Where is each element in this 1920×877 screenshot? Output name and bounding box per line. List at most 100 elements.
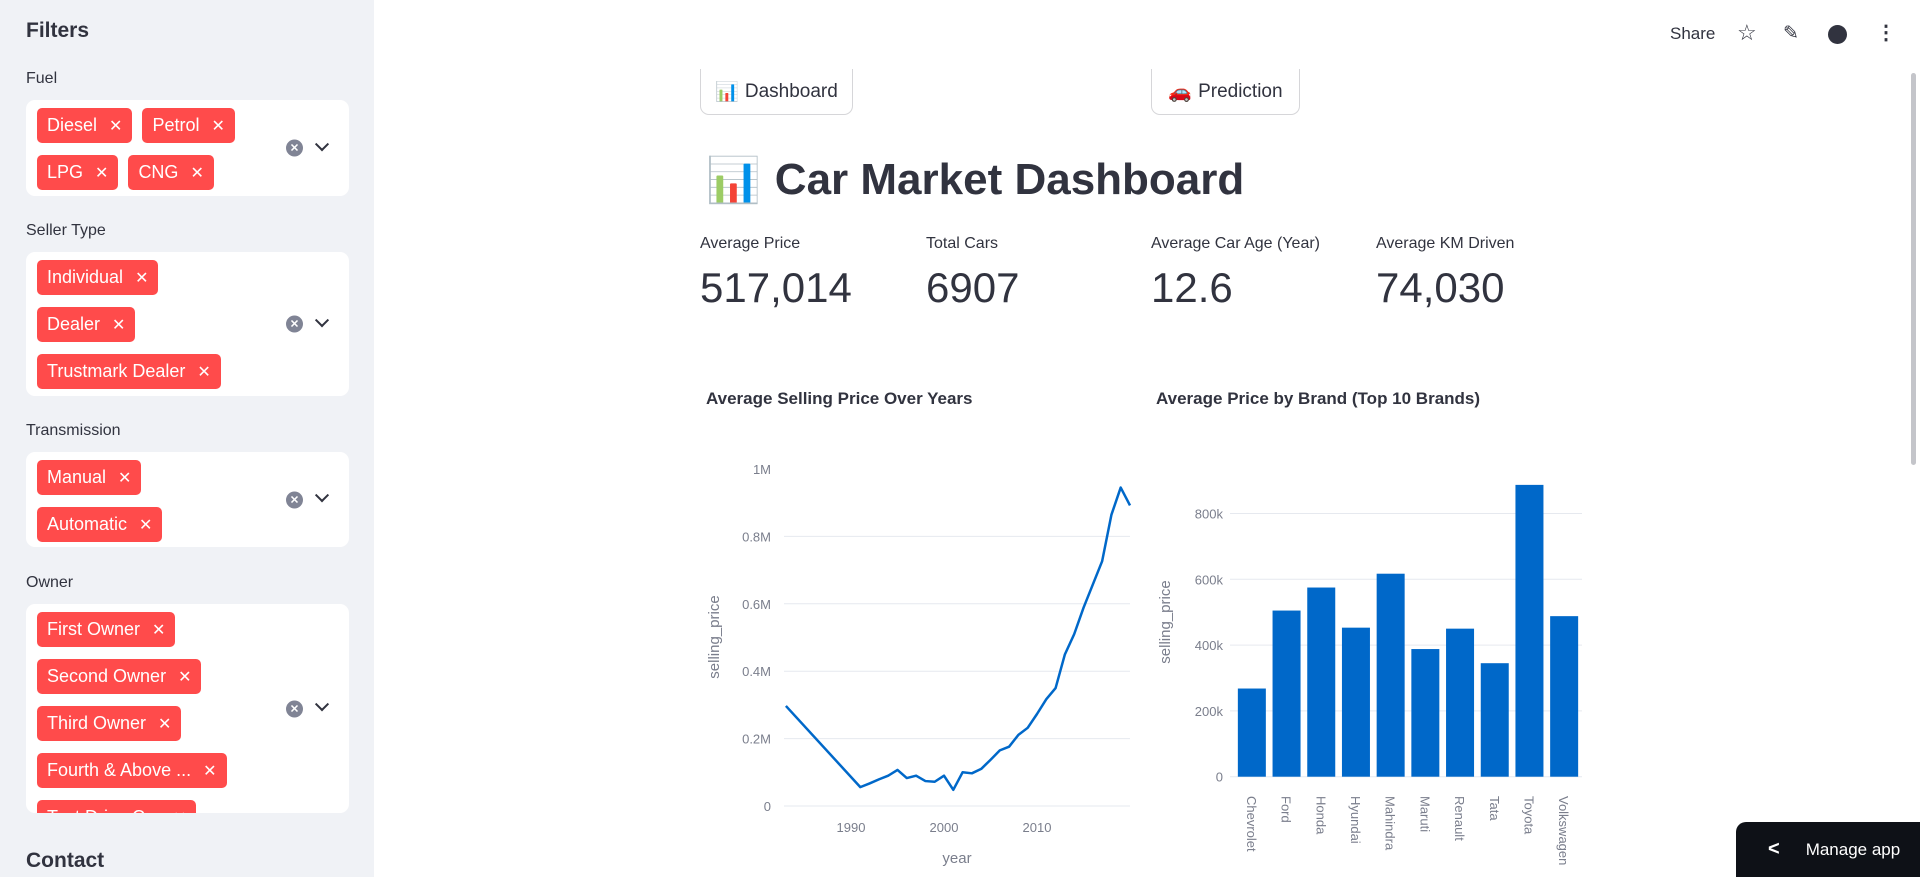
remove-chip-icon[interactable]: ✕ bbox=[211, 117, 225, 135]
bar-mahindra bbox=[1376, 573, 1405, 777]
bar-ford bbox=[1272, 610, 1301, 777]
seller-type-multiselect[interactable]: Individual ✕ Dealer ✕ Trustmark Dealer ✕ ✕ bbox=[26, 252, 349, 396]
filter-chip[interactable]: Trustmark Dealer ✕ bbox=[37, 354, 221, 389]
filter-chip[interactable]: Manual ✕ bbox=[37, 460, 142, 495]
chip-label: Trustmark Dealer bbox=[47, 361, 186, 381]
filter-chip[interactable]: Individual ✕ bbox=[37, 260, 159, 295]
clear-icon[interactable]: ✕ bbox=[286, 700, 303, 717]
dashboard-nav-button[interactable]: 📊 Dashboard bbox=[700, 69, 853, 115]
share-button[interactable]: Share bbox=[1670, 24, 1716, 43]
chip-label: Individual bbox=[47, 267, 124, 287]
prediction-nav-button[interactable]: 🚗 Prediction bbox=[1151, 69, 1300, 115]
car-icon: 🚗 bbox=[1168, 81, 1193, 103]
x-tick-label: Tata bbox=[1487, 796, 1502, 821]
bar-chart-title: Average Price by Brand (Top 10 Brands) bbox=[1156, 389, 1481, 408]
y-tick-label: 0.2M bbox=[742, 732, 771, 747]
remove-chip-icon[interactable]: ✕ bbox=[112, 316, 126, 334]
remove-chip-icon[interactable]: ✕ bbox=[118, 469, 132, 487]
x-tick-label: Maruti bbox=[1417, 796, 1432, 832]
bar-maruti bbox=[1411, 649, 1440, 777]
remove-chip-icon[interactable]: ✕ bbox=[135, 269, 149, 287]
dashboard-label: Dashboard bbox=[744, 80, 838, 102]
remove-chip-icon[interactable]: ✕ bbox=[197, 363, 211, 381]
github-icon[interactable] bbox=[1828, 25, 1847, 44]
chevron-down-icon[interactable] bbox=[314, 488, 330, 503]
x-tick-label: Chevrolet bbox=[1244, 796, 1259, 852]
remove-chip-icon[interactable]: ✕ bbox=[173, 808, 186, 814]
y-tick-label: 600k bbox=[1195, 572, 1224, 587]
x-tick-label: 2010 bbox=[1023, 820, 1052, 835]
sidebar-title: Filters bbox=[26, 19, 90, 42]
y-tick-label: 1M bbox=[753, 462, 771, 477]
metric-label: Average Car Age (Year) bbox=[1151, 235, 1320, 252]
y-tick-label: 0.4M bbox=[742, 664, 771, 679]
chip-label: Diesel bbox=[47, 115, 98, 135]
filter-chip[interactable]: Dealer ✕ bbox=[37, 307, 136, 342]
filter-chip[interactable]: CNG ✕ bbox=[128, 155, 214, 190]
filter-chip[interactable]: Test Drive Car ✕ bbox=[37, 800, 197, 814]
y-tick-label: 0 bbox=[764, 799, 771, 814]
remove-chip-icon[interactable]: ✕ bbox=[158, 715, 172, 733]
remove-chip-icon[interactable]: ✕ bbox=[190, 164, 204, 182]
metric-value: 12.6 bbox=[1151, 264, 1233, 311]
y-axis-title: selling_price bbox=[706, 595, 723, 678]
x-tick-label: 2000 bbox=[930, 820, 959, 835]
chip-label: Automatic bbox=[47, 514, 128, 534]
y-tick-label: 0.6M bbox=[742, 597, 771, 612]
filter-chip[interactable]: Second Owner ✕ bbox=[37, 659, 202, 694]
page-title-text: Car Market Dashboard bbox=[774, 155, 1245, 204]
remove-chip-icon[interactable]: ✕ bbox=[203, 762, 217, 780]
chevron-down-icon[interactable] bbox=[314, 697, 330, 712]
remove-chip-icon[interactable]: ✕ bbox=[178, 668, 192, 686]
bar-volkswagen bbox=[1550, 616, 1579, 777]
fuel-label: Fuel bbox=[26, 70, 58, 87]
filter-chip[interactable]: Automatic ✕ bbox=[37, 507, 163, 542]
filter-chip[interactable]: Fourth & Above ... ✕ bbox=[37, 753, 227, 788]
chevron-left-icon: < bbox=[1768, 838, 1780, 860]
x-tick-label: Mahindra bbox=[1383, 796, 1398, 851]
remove-chip-icon[interactable]: ✕ bbox=[152, 621, 166, 639]
transmission-multiselect[interactable]: Manual ✕ Automatic ✕ ✕ bbox=[26, 452, 349, 547]
chip-label: Test Drive Car bbox=[47, 807, 161, 813]
chip-label: CNG bbox=[138, 162, 179, 182]
bar-hyundai bbox=[1341, 627, 1370, 777]
remove-chip-icon[interactable]: ✕ bbox=[139, 516, 153, 534]
bar-chart-icon: 📊 bbox=[715, 81, 739, 103]
fuel-multiselect[interactable]: Diesel ✕ Petrol ✕ LPG ✕ CNG ✕ ✕ bbox=[26, 100, 349, 196]
metric-label: Average KM Driven bbox=[1376, 235, 1515, 252]
clear-icon[interactable]: ✕ bbox=[286, 315, 303, 333]
bar-tata bbox=[1480, 663, 1509, 777]
y-tick-label: 200k bbox=[1195, 704, 1224, 719]
filter-chip[interactable]: Diesel ✕ bbox=[37, 108, 133, 143]
line-chart-title: Average Selling Price Over Years bbox=[706, 389, 973, 408]
more-menu-icon[interactable]: ⋮ bbox=[1876, 22, 1896, 44]
manage-app-button[interactable]: < Manage app bbox=[1736, 822, 1920, 877]
x-tick-label: Ford bbox=[1279, 796, 1294, 823]
x-tick-label: 1990 bbox=[837, 820, 866, 835]
y-tick-label: 400k bbox=[1195, 638, 1224, 653]
transmission-label: Transmission bbox=[26, 422, 121, 439]
chip-label: First Owner bbox=[47, 619, 141, 639]
star-icon[interactable]: ☆ bbox=[1737, 20, 1757, 45]
chip-label: Manual bbox=[47, 467, 107, 487]
bar-chevrolet bbox=[1237, 688, 1266, 777]
filter-chip[interactable]: LPG ✕ bbox=[37, 155, 119, 190]
bar-toyota bbox=[1515, 484, 1544, 777]
bar-renault bbox=[1446, 628, 1475, 777]
remove-chip-icon[interactable]: ✕ bbox=[109, 117, 123, 135]
edit-pencil-icon[interactable]: ✎ bbox=[1783, 23, 1799, 44]
chevron-down-icon[interactable] bbox=[314, 136, 330, 151]
y-axis-title: selling_price bbox=[1157, 580, 1174, 663]
filter-chip[interactable]: Petrol ✕ bbox=[142, 108, 235, 143]
filter-chip[interactable]: First Owner ✕ bbox=[37, 612, 176, 647]
clear-icon[interactable]: ✕ bbox=[286, 491, 303, 508]
prediction-label: Prediction bbox=[1198, 80, 1283, 102]
scrollbar[interactable] bbox=[1911, 73, 1916, 465]
remove-chip-icon[interactable]: ✕ bbox=[95, 164, 109, 182]
chevron-down-icon[interactable] bbox=[314, 312, 330, 327]
y-tick-label: 0 bbox=[1216, 770, 1223, 785]
clear-icon[interactable]: ✕ bbox=[286, 139, 303, 157]
owner-multiselect[interactable]: First Owner ✕ Second Owner ✕ Third Owner ✕ Fou… bbox=[26, 604, 349, 813]
filter-chip[interactable]: Third Owner ✕ bbox=[37, 706, 182, 741]
chip-label: Petrol bbox=[152, 115, 200, 135]
